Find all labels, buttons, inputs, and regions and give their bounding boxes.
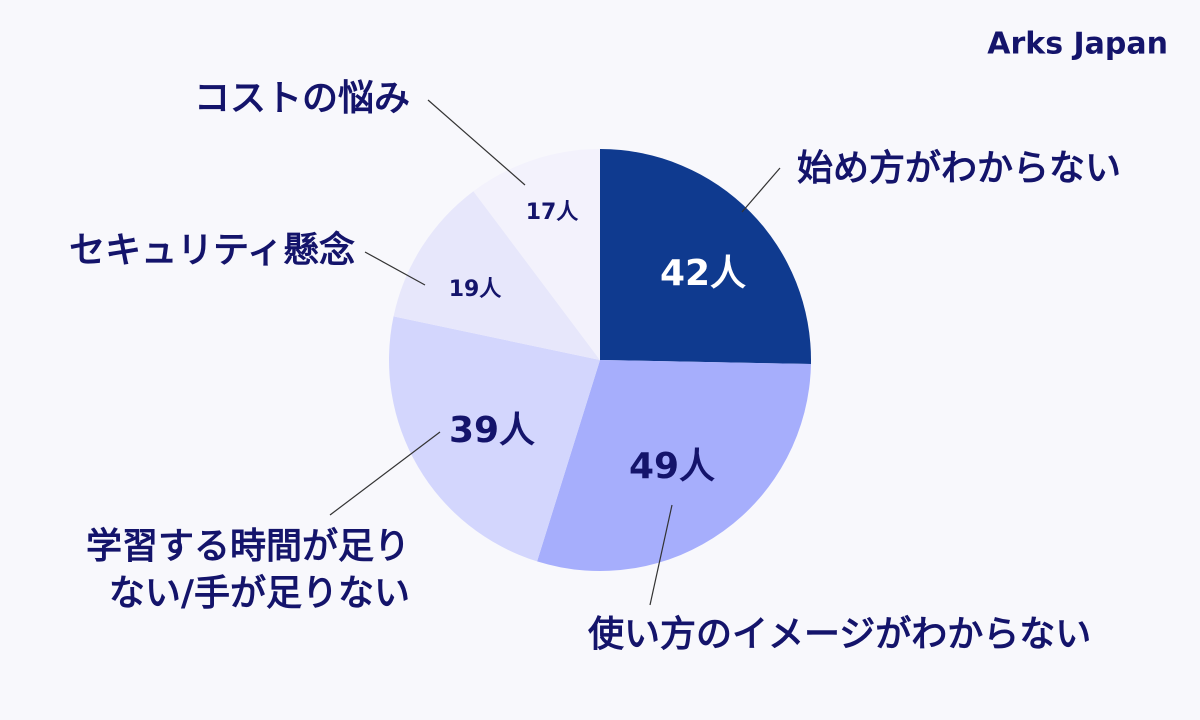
- data-label: 19人: [449, 277, 502, 302]
- leader-line: [649, 504, 673, 606]
- brand: Arks Japan: [987, 27, 1168, 62]
- leader-line: [741, 167, 781, 213]
- pie-slice: [600, 149, 811, 364]
- data-label: 17人: [526, 200, 579, 225]
- category-label: 始め方がわからない: [797, 148, 1121, 189]
- leader-line: [329, 431, 441, 516]
- data-label: 39人: [449, 410, 535, 451]
- pie-slice: [473, 149, 600, 360]
- category-label-line: 学習する時間が足り: [86, 525, 410, 567]
- category-label: セキュリティ懸念: [69, 229, 355, 271]
- category-label-line: ない/手が足りない: [109, 573, 410, 614]
- category-label: コストの悩み: [194, 78, 410, 119]
- category-label: 学習する時間が足りない/手が足りない: [86, 525, 410, 614]
- pie-slice: [388, 316, 600, 562]
- data-label: 42人: [660, 253, 746, 294]
- leader-line: [427, 99, 526, 186]
- leader-line: [364, 251, 426, 286]
- pie-slice: [393, 191, 600, 360]
- pie-slice: [537, 360, 811, 571]
- data-label: 49人: [629, 446, 715, 487]
- category-label: 使い方のイメージがわからない: [588, 614, 1091, 655]
